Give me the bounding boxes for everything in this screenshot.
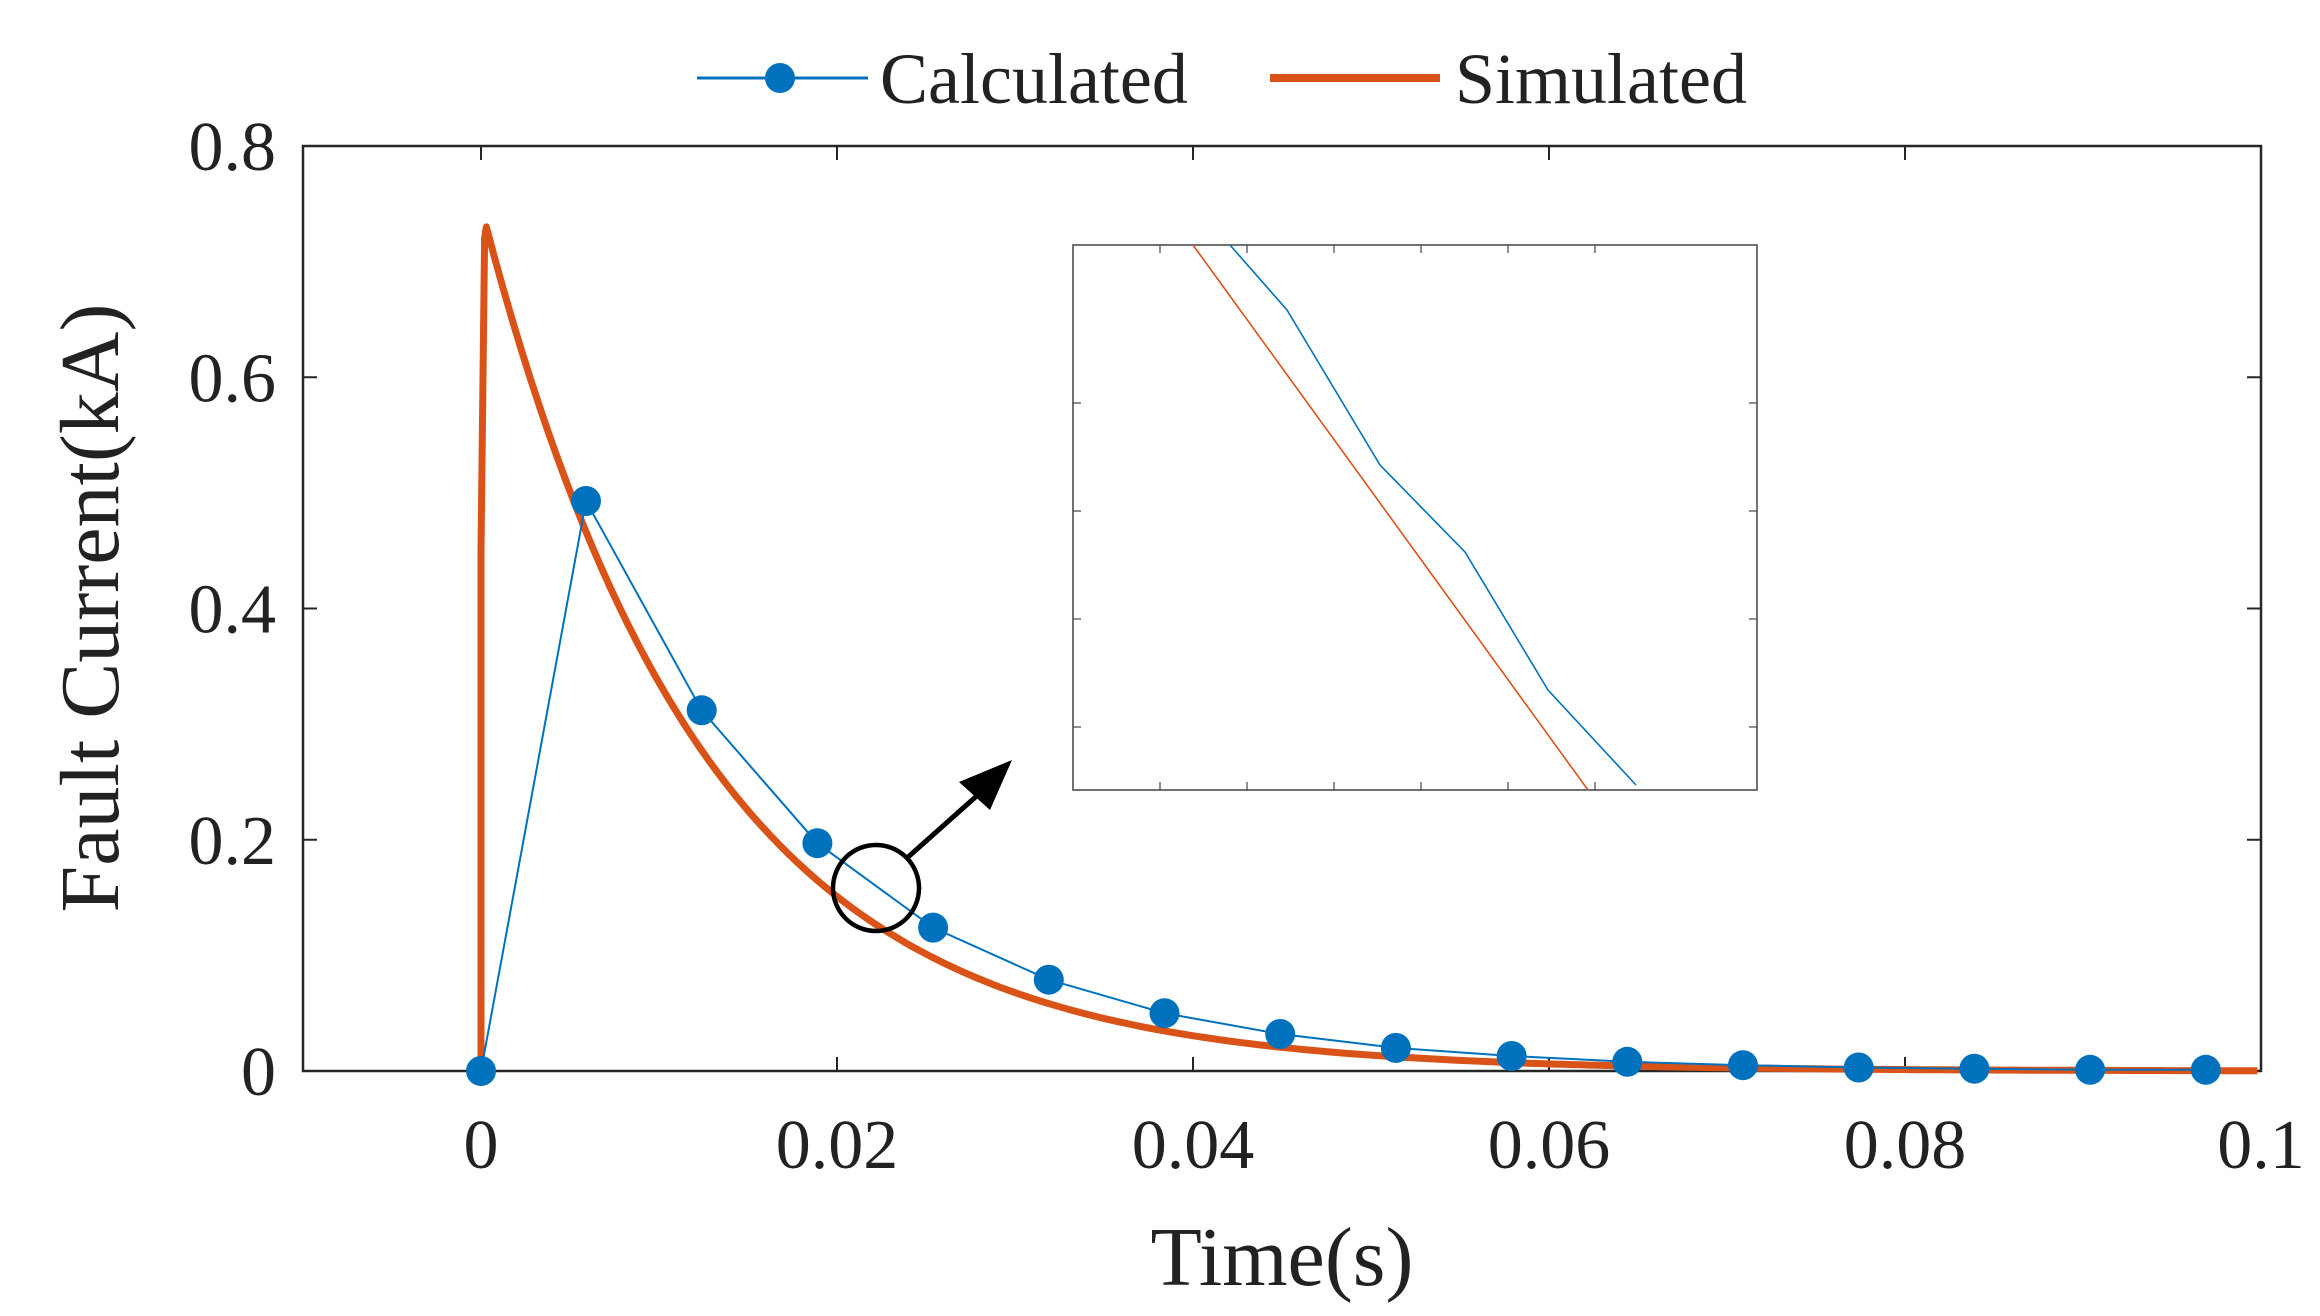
simulated-line xyxy=(477,223,2258,1075)
calculated-point xyxy=(1843,1052,1874,1083)
y-tick-label: 0.6 xyxy=(189,340,277,417)
y-tick-label: 0 xyxy=(241,1034,276,1111)
calculated-point xyxy=(571,486,601,516)
y-axis: 0 0.2 0.4 0.6 0.8 xyxy=(189,109,2261,1111)
y-tick-label: 0.2 xyxy=(189,803,277,880)
calculated-point xyxy=(2190,1054,2221,1085)
calculated-point xyxy=(1380,1032,1411,1063)
x-tick-label: 0.08 xyxy=(1844,1107,1967,1184)
calculated-point xyxy=(1265,1019,1296,1049)
zoom-inset xyxy=(1072,244,1758,791)
legend: Calculated Simulated xyxy=(697,39,1747,119)
x-tick-label: 0.1 xyxy=(2217,1107,2305,1184)
zoom-arrow-head xyxy=(959,760,1012,810)
inset-frame xyxy=(1072,244,1758,791)
calculated-point xyxy=(1033,964,1064,995)
legend-calculated-marker xyxy=(765,63,795,93)
calculated-point xyxy=(1959,1053,1990,1084)
legend-calculated-label: Calculated xyxy=(880,39,1188,119)
calculated-point xyxy=(1149,998,1180,1029)
y-tick-label: 0.4 xyxy=(189,572,277,649)
calculated-point xyxy=(686,695,717,726)
inset-simulated-line xyxy=(1192,244,1589,791)
calculated-point xyxy=(466,1056,496,1086)
calculated-point xyxy=(802,828,833,859)
calculated-point xyxy=(1496,1041,1527,1071)
inset-ticks xyxy=(1073,245,1757,790)
inset-calculated-line xyxy=(1229,244,1637,786)
zoom-arrow-shaft xyxy=(905,791,982,860)
calculated-point xyxy=(1612,1046,1643,1077)
x-tick-label: 0.04 xyxy=(1132,1107,1255,1184)
calculated-point xyxy=(2075,1054,2106,1085)
legend-simulated-label: Simulated xyxy=(1455,39,1747,119)
zoom-annotation xyxy=(830,760,1012,934)
calculated-line xyxy=(480,498,2206,1072)
zoom-circle xyxy=(830,842,922,934)
calculated-point xyxy=(918,912,949,943)
calculated-point xyxy=(1728,1050,1758,1081)
x-tick-label: 0 xyxy=(464,1107,499,1184)
y-tick-label: 0.8 xyxy=(189,109,277,186)
x-tick-label: 0.02 xyxy=(776,1107,899,1184)
x-axis: 0 0.02 0.04 0.06 0.08 0.1 xyxy=(464,146,2305,1184)
series-layer xyxy=(466,223,2258,1086)
x-axis-title: Time(s) xyxy=(1151,1211,1414,1304)
x-tick-label: 0.06 xyxy=(1488,1107,1611,1184)
y-axis-title: Fault Current(kA) xyxy=(44,304,137,913)
